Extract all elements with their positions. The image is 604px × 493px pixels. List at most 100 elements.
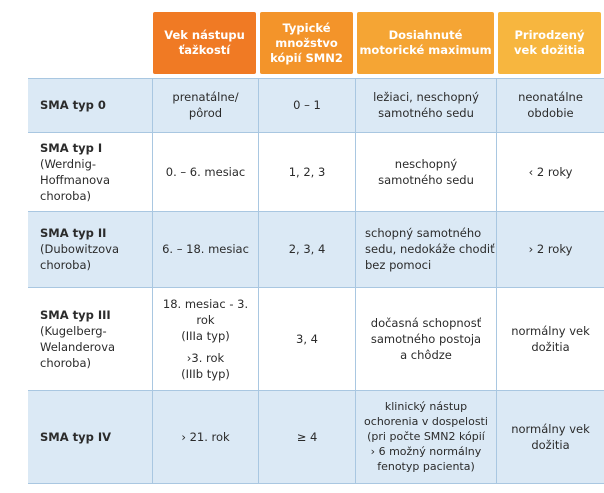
row-0-life-line: neonatálne xyxy=(518,90,583,104)
row-3-motor-line: dočasná schopnosť xyxy=(370,315,482,330)
row-1-life-line: ‹ 2 roky xyxy=(528,164,573,179)
row-1-onset: 0. – 6. mesiac xyxy=(153,132,258,211)
row-2-onset: 6. – 18. mesiac xyxy=(153,211,258,287)
row-1-motor-line: neschopný xyxy=(394,156,458,171)
row-4-title: SMA typ IV xyxy=(40,429,112,444)
row-divider xyxy=(28,483,604,484)
row-4-motor: klinický nástup ochorenia v dospelosti (… xyxy=(356,390,496,483)
col-divider xyxy=(355,78,356,483)
row-0-motor-line: ležiaci, neschopný xyxy=(373,90,479,104)
row-1-motor: neschopný samotného sedu xyxy=(356,132,496,211)
row-1-subtitle-line: (Werdnig- xyxy=(40,156,97,171)
row-divider xyxy=(28,211,604,212)
row-divider xyxy=(28,287,604,288)
header-onset-line2: ťažkostí xyxy=(178,43,231,57)
row-0-onset-line: pôrod xyxy=(188,106,223,120)
row-2-subtitle-line: (Dubowitzova xyxy=(40,242,120,256)
row-3-name: SMA typ III (Kugelberg- Welanderova chor… xyxy=(28,287,152,390)
row-3-onset-line: ›3. rok xyxy=(186,350,225,365)
row-3-onset: 18. mesiac - 3. rok (IIIa typ) ›3. rok (… xyxy=(153,287,258,390)
row-4-life: normálny vek dožitia xyxy=(497,390,604,483)
header-copies-line1: Typické xyxy=(282,20,331,35)
row-0-life: neonatálne obdobie xyxy=(497,78,604,132)
row-bg-4 xyxy=(28,390,604,483)
row-0-copies: 0 – 1 xyxy=(259,78,355,132)
row-2-copies: 2, 3, 4 xyxy=(259,211,355,287)
row-3-motor: dočasná schopnosť samotného postoja a ch… xyxy=(356,287,496,390)
row-4-motor-line: (pri počte SMN2 kópií xyxy=(367,430,485,443)
row-2-life: › 2 roky xyxy=(497,211,604,287)
row-3-life-line: normálny vek xyxy=(511,323,590,338)
row-4-life-line: dožitia xyxy=(531,437,570,452)
row-2-copies-value: 2, 3, 4 xyxy=(288,242,326,256)
row-3-life: normálny vek dožitia xyxy=(497,287,604,390)
row-3-motor-line: samotného postoja xyxy=(370,331,482,346)
row-1-onset-line: 0. – 6. mesiac xyxy=(165,164,246,179)
row-4-motor-line: klinický nástup xyxy=(384,400,468,413)
row-0-onset: prenatálne/ pôrod xyxy=(153,78,258,132)
header-motor-line2: motorické maximum xyxy=(359,43,492,57)
row-0-life-line: obdobie xyxy=(527,106,574,120)
row-1-subtitle-line: choroba) xyxy=(40,188,91,203)
row-1-subtitle-line: Hoffmanova xyxy=(40,172,111,187)
row-0-copies-value: 0 – 1 xyxy=(293,98,321,112)
row-4-name: SMA typ IV xyxy=(28,390,152,483)
header-onset: Vek nástupu ťažkostí xyxy=(153,12,256,74)
header-motor: Dosiahnuté motorické maximum xyxy=(357,12,494,74)
header-copies-line3: kópií SMN2 xyxy=(270,50,343,65)
row-3-copies-value: 3, 4 xyxy=(296,331,318,346)
row-divider xyxy=(28,390,604,391)
row-2-title: SMA typ II xyxy=(40,226,107,240)
row-2-motor: schopný samotného sedu, nedokáže chodiť … xyxy=(356,211,496,287)
row-0-onset-line: prenatálne/ xyxy=(172,90,239,104)
row-2-motor-line: bez pomoci xyxy=(365,258,432,272)
row-3-copies: 3, 4 xyxy=(259,287,355,390)
row-3-title: SMA typ III xyxy=(40,307,111,322)
row-4-motor-line: › 6 možný normálny xyxy=(370,445,482,458)
row-2-life-line: › 2 roky xyxy=(528,242,573,256)
header-life-line2: vek dožitia xyxy=(514,43,585,57)
row-2-motor-line: schopný samotného xyxy=(365,226,482,240)
row-4-life-line: normálny vek xyxy=(511,421,590,436)
row-1-copies: 1, 2, 3 xyxy=(259,132,355,211)
col-divider xyxy=(496,78,497,483)
header-life-line1: Prirodzený xyxy=(514,28,585,42)
row-divider xyxy=(28,132,604,133)
row-4-onset-line: › 21. rok xyxy=(181,429,230,444)
row-bg-3 xyxy=(28,287,604,390)
row-0-motor: ležiaci, neschopný samotného sedu xyxy=(356,78,496,132)
header-motor-line1: Dosiahnuté xyxy=(388,28,463,42)
header-onset-line1: Vek nástupu xyxy=(164,28,245,42)
row-3-life-line: dožitia xyxy=(531,339,570,354)
row-divider xyxy=(28,78,604,79)
row-1-copies-value: 1, 2, 3 xyxy=(288,164,326,179)
row-3-motor-line: a chôdze xyxy=(400,347,452,362)
row-3-onset-line: (IIIa typ) xyxy=(181,328,230,343)
row-4-motor-line: ochorenia v dospelosti xyxy=(364,415,488,428)
row-3-subtitle-line: choroba) xyxy=(40,355,91,370)
row-1-life: ‹ 2 roky xyxy=(497,132,604,211)
row-0-title: SMA typ 0 xyxy=(40,98,106,112)
row-2-name: SMA typ II (Dubowitzova choroba) xyxy=(28,211,152,287)
col-divider xyxy=(152,78,153,483)
row-0-name: SMA typ 0 xyxy=(28,78,152,132)
row-3-subtitle-line: (Kugelberg- xyxy=(40,323,107,338)
row-4-onset: › 21. rok xyxy=(153,390,258,483)
row-4-copies: ≥ 4 xyxy=(259,390,355,483)
row-3-subtitle-line: Welanderova xyxy=(40,339,116,354)
header-copies: Typické množstvo kópií SMN2 xyxy=(260,12,353,74)
row-4-copies-value: ≥ 4 xyxy=(296,429,318,444)
col-divider xyxy=(258,78,259,483)
row-bg-0 xyxy=(28,78,604,132)
row-1-title: SMA typ I xyxy=(40,140,103,155)
row-1-motor-line: samotného sedu xyxy=(378,172,474,187)
row-4-motor-line: fenotyp pacienta) xyxy=(377,460,475,473)
header-copies-line2: množstvo xyxy=(275,35,338,50)
row-3-onset-line: (IIIb typ) xyxy=(181,366,230,381)
row-bg-2 xyxy=(28,211,604,287)
row-3-onset-line: 18. mesiac - 3. rok xyxy=(162,296,249,327)
row-1-name: SMA typ I (Werdnig- Hoffmanova choroba) xyxy=(28,132,152,211)
row-0-motor-line: samotného sedu xyxy=(378,106,474,120)
row-2-motor-line: sedu, nedokáže chodiť xyxy=(365,242,495,256)
row-2-onset-line: 6. – 18. mesiac xyxy=(162,242,249,256)
